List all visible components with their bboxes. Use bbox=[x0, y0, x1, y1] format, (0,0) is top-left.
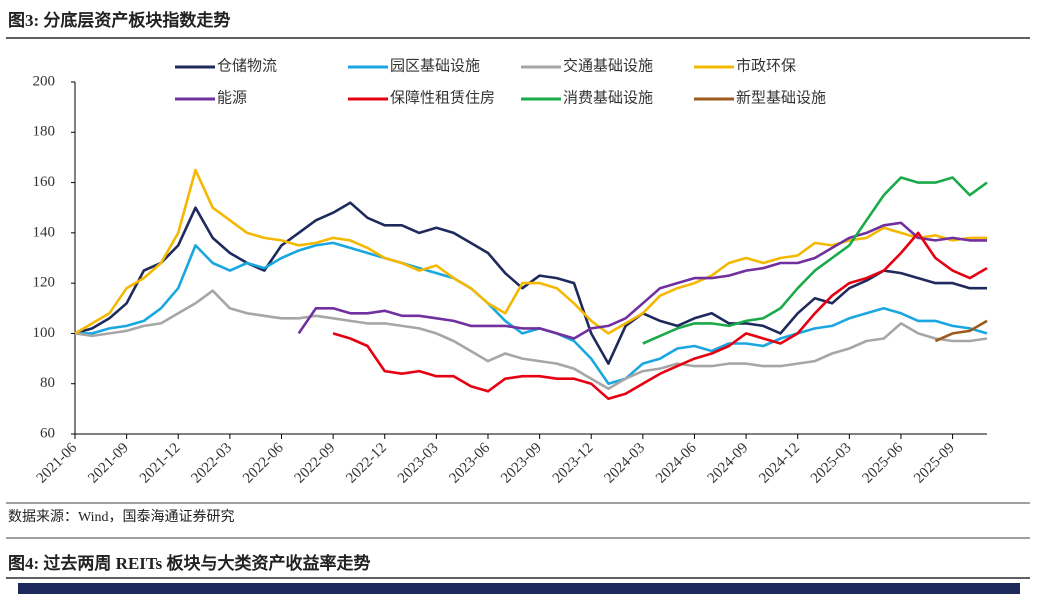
legend-label: 仓储物流 bbox=[217, 57, 277, 74]
x-tick-label: 2023-12 bbox=[550, 440, 597, 487]
x-tick-label: 2021-06 bbox=[34, 440, 81, 487]
x-tick-label: 2025-06 bbox=[860, 440, 907, 487]
source-note: 数据来源：Wind，国泰海通证券研究 bbox=[8, 509, 235, 525]
series-line bbox=[74, 289, 988, 390]
y-tick-label: 180 bbox=[33, 124, 56, 140]
y-tick-label: 200 bbox=[33, 73, 56, 89]
legend-label: 能源 bbox=[217, 89, 247, 106]
legend-label: 新型基础设施 bbox=[736, 89, 826, 106]
x-tick-label: 2023-09 bbox=[498, 440, 545, 487]
legend-label: 消费基础设施 bbox=[563, 89, 653, 106]
legend-label: 交通基础设施 bbox=[563, 56, 653, 74]
y-tick-label: 100 bbox=[33, 325, 56, 341]
x-tick-label: 2022-03 bbox=[188, 440, 235, 487]
x-tick-label: 2024-09 bbox=[705, 440, 752, 487]
legend-label: 保障性租赁住房 bbox=[390, 88, 495, 106]
y-tick-label: 120 bbox=[33, 275, 56, 291]
x-tick-label: 2021-12 bbox=[137, 440, 184, 487]
x-tick-label: 2023-03 bbox=[395, 440, 442, 487]
x-tick-label: 2022-12 bbox=[343, 440, 390, 487]
x-tick-label: 2023-06 bbox=[447, 440, 494, 487]
series-line bbox=[642, 176, 988, 345]
y-tick-label: 80 bbox=[40, 375, 55, 391]
y-tick-label: 60 bbox=[40, 425, 55, 441]
x-tick-label: 2021-09 bbox=[85, 440, 132, 487]
y-tick-label: 160 bbox=[33, 174, 56, 190]
series-line bbox=[332, 231, 988, 401]
chart-title: 图3: 分底层资产板块指数走势 bbox=[8, 10, 230, 30]
x-tick-label: 2025-09 bbox=[911, 440, 958, 487]
series-line bbox=[297, 221, 987, 340]
x-tick-label: 2022-09 bbox=[292, 440, 339, 487]
y-tick-label: 140 bbox=[33, 224, 56, 240]
x-tick-label: 2024-06 bbox=[653, 440, 700, 487]
x-tick-label: 2025-03 bbox=[808, 440, 855, 487]
legend-label: 市政环保 bbox=[736, 57, 796, 74]
series-line bbox=[74, 168, 987, 335]
x-tick-label: 2022-06 bbox=[240, 440, 287, 487]
series-line bbox=[75, 241, 988, 385]
x-tick-label: 2024-12 bbox=[756, 440, 803, 487]
table-header-bar bbox=[18, 583, 1020, 594]
series-line bbox=[934, 319, 988, 343]
legend-label: 园区基础设施 bbox=[390, 57, 480, 74]
figure4-title: 图4: 过去两周 REITs 板块与大类资产收益率走势 bbox=[8, 553, 371, 573]
x-tick-label: 2024-03 bbox=[601, 440, 648, 487]
